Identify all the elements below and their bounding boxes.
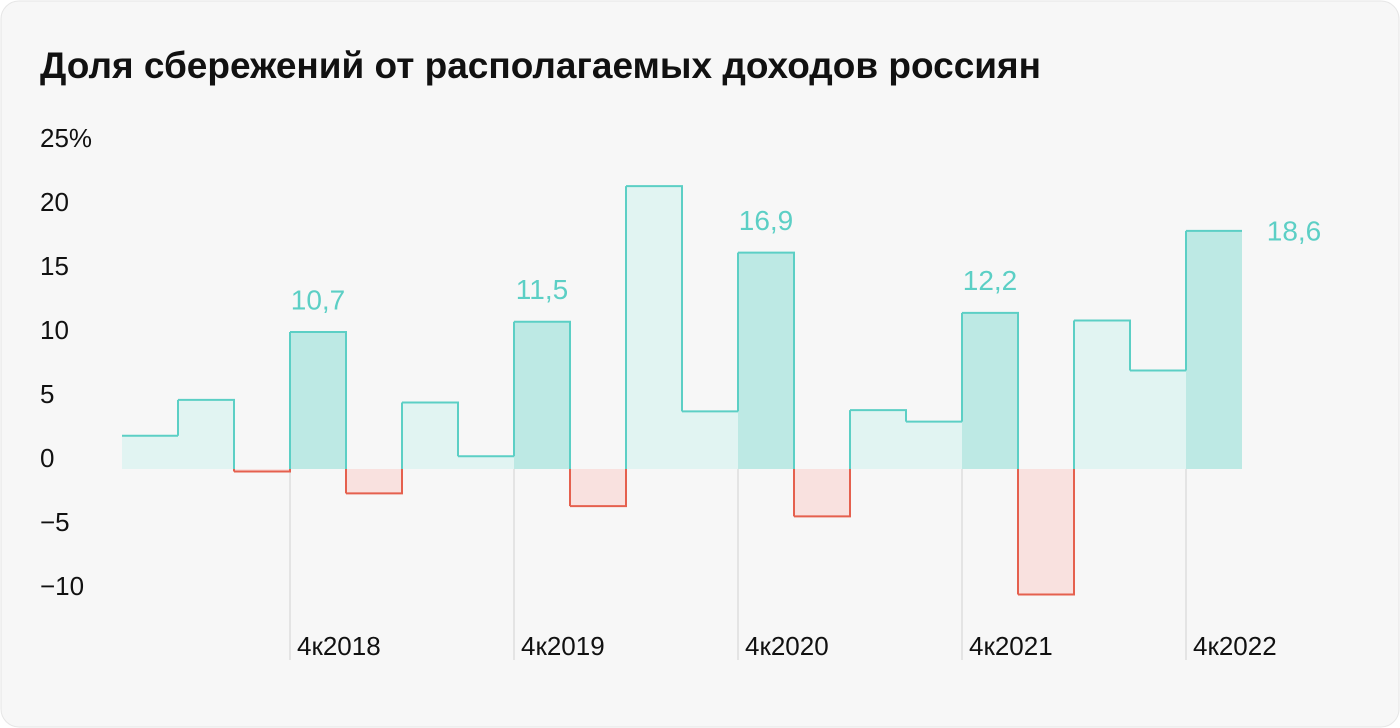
bar-outline [289,331,347,469]
bar-outline [233,469,291,473]
x-tick-label: 4к2020 [745,631,829,661]
bar-outline [1073,319,1131,469]
value-label: 18,6 [1267,215,1322,246]
x-tick-label: 4к2021 [969,631,1053,661]
y-tick-label: −10 [40,571,84,601]
bar-outline [177,398,235,469]
y-tick-label: 0 [40,443,54,473]
value-label: 10,7 [291,284,346,315]
bar-outline [737,251,795,469]
bar-outline [849,409,907,469]
y-tick-label: 15 [40,251,69,281]
y-tick-label: −5 [40,507,70,537]
bar-outline [961,311,1019,469]
bar [1018,469,1074,595]
value-label: 12,2 [963,265,1018,296]
bar-outline [625,185,683,469]
bar [738,252,794,469]
y-tick-label: 25% [40,123,92,153]
y-tick-label: 20 [40,187,69,217]
bar [1130,370,1186,469]
bar [682,411,738,469]
value-label: 11,5 [516,274,568,305]
bar [962,312,1018,469]
bar-outline [401,401,459,469]
bar [850,410,906,469]
bar [1186,230,1242,469]
bar-outline [793,469,851,518]
bar [514,321,570,469]
bar [402,402,458,469]
bar [122,435,178,469]
x-tick-label: 4к2018 [297,631,381,661]
x-tick-label: 4к2019 [521,631,605,661]
y-tick-label: 5 [40,379,54,409]
bar [794,469,850,517]
value-label: 16,9 [739,205,794,236]
bar [458,456,514,469]
bar [234,469,290,472]
bar [178,399,234,469]
bar-outline [1017,469,1075,596]
bar-outline [1185,229,1242,371]
bar [290,332,346,469]
bar [626,186,682,469]
bar [570,469,626,507]
y-tick-label: 10 [40,315,69,345]
bar-outline [569,469,627,508]
chart-title: Доля сбережений от располагаемых доходов… [40,45,1041,86]
bar [1074,320,1130,469]
x-tick-label: 4к2022 [1193,631,1277,661]
bar-outline [513,320,571,469]
bar-outline [345,469,403,495]
bar [346,469,402,494]
bar [906,421,962,469]
